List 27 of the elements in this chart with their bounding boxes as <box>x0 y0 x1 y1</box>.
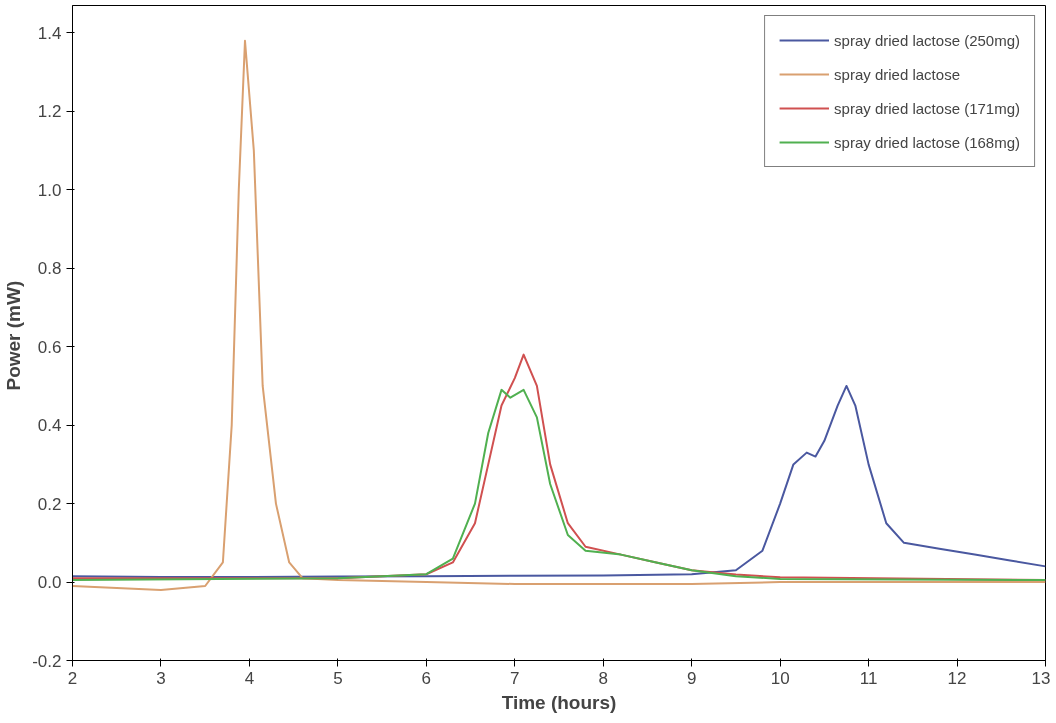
x-tick-label: 10 <box>770 668 790 688</box>
y-tick-label: 0.4 <box>37 416 62 436</box>
x-tick-label: 6 <box>421 668 432 688</box>
legend-label: spray dried lactose (250mg) <box>834 31 1020 49</box>
y-tick-label: 1.2 <box>37 102 62 122</box>
x-tick-label: 2 <box>67 668 78 688</box>
x-tick-label: 11 <box>859 668 878 688</box>
y-tick-label: 0.8 <box>37 259 62 279</box>
y-tick-label: -0.2 <box>32 651 62 671</box>
y-axis-title: Power (mW) <box>3 280 25 391</box>
x-tick-label: 9 <box>686 668 697 688</box>
x-tick-label: 5 <box>333 668 343 688</box>
y-tick-label: 0.0 <box>37 573 62 593</box>
legend-label: spray dried lactose (168mg) <box>834 133 1020 151</box>
y-tick-label: 0.2 <box>37 494 62 514</box>
x-tick-label: 13 <box>1031 668 1051 688</box>
x-tick-label: 12 <box>947 668 967 688</box>
y-tick-label: 0.6 <box>37 337 62 357</box>
x-axis-title: Time (hours) <box>501 691 617 713</box>
x-tick-label: 4 <box>244 668 255 688</box>
x-tick-label: 7 <box>510 668 520 688</box>
y-tick-label: 1.4 <box>37 23 62 43</box>
legend-label: spray dried lactose (171mg) <box>834 99 1020 117</box>
x-tick-label: 3 <box>156 668 166 688</box>
legend-label: spray dried lactose <box>834 65 960 83</box>
x-tick-label: 8 <box>598 668 608 688</box>
y-tick-label: 1.0 <box>37 180 62 200</box>
